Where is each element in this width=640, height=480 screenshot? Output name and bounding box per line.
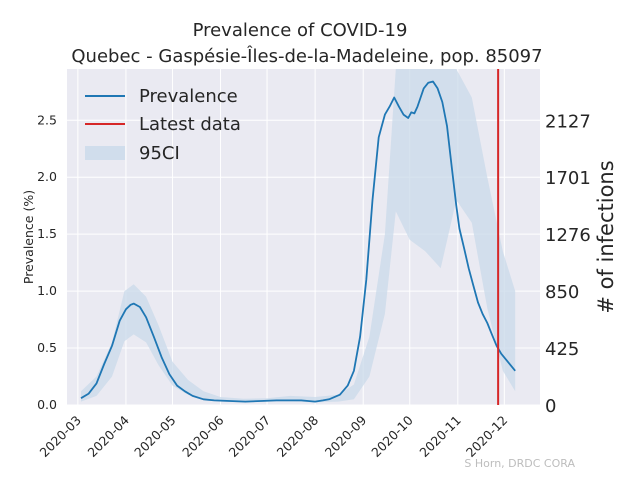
x-tick-label: 2020-09 — [322, 412, 370, 460]
legend: Prevalence Latest data 95CI — [85, 86, 241, 164]
x-tick-label: 2020-05 — [131, 413, 179, 461]
x-tick-label: 2020-03 — [36, 413, 84, 461]
x-tick-labels: 2020-03 2020-04 2020-05 2020-06 2020-07 2020-… — [36, 412, 510, 460]
legend-latest-label: Latest data — [139, 114, 241, 135]
legend-ci-label: 95CI — [139, 143, 180, 164]
grid-lines — [67, 69, 540, 406]
y2-tick-label: 850 — [545, 282, 579, 303]
legend-prevalence-label: Prevalence — [139, 86, 238, 107]
credit-text: S Horn, DRDC CORA — [464, 457, 575, 470]
y2-tick-label: 2127 — [545, 111, 591, 132]
y-tick-label: 1.5 — [37, 226, 57, 241]
y-tick-label: 1.0 — [37, 283, 57, 298]
y-tick-label: 2.0 — [37, 169, 57, 184]
x-tick-label: 2020-11 — [416, 413, 464, 461]
x-tick-label: 2020-07 — [226, 413, 274, 461]
prevalence-line-layer — [80, 80, 516, 403]
y2-tick-label: 0 — [545, 396, 556, 417]
y-tick-label: 2.5 — [37, 112, 57, 127]
y-tick-labels: 0.0 0.5 1.0 1.5 2.0 2.5 — [37, 112, 57, 412]
y-tick-label: 0.5 — [37, 340, 57, 355]
chart-subtitle: Quebec - Gaspésie-Îles-de-la-Madeleine, … — [71, 45, 542, 67]
legend-ci-swatch — [85, 146, 125, 160]
x-tick-label: 2020-12 — [463, 413, 511, 461]
y2-tick-label: 1276 — [545, 225, 591, 246]
ci-band — [81, 69, 516, 403]
x-tick-label: 2020-08 — [274, 412, 322, 460]
y2-tick-label: 425 — [545, 339, 579, 360]
x-tick-label: 2020-10 — [368, 412, 416, 460]
x-tick-label: 2020-06 — [179, 412, 227, 460]
y2-axis-label: # of infections — [594, 160, 618, 313]
y-tick-label: 0.0 — [37, 397, 57, 412]
y2-tick-label: 1701 — [545, 168, 591, 189]
x-tick-label: 2020-04 — [84, 412, 132, 460]
prevalence-line — [80, 80, 516, 403]
y2-tick-labels: 0 425 850 1276 1701 2127 — [545, 111, 591, 417]
ci-band-layer — [81, 69, 516, 403]
chart-title: Prevalence of COVID-19 — [193, 20, 408, 41]
y-axis-label: Prevalence (%) — [21, 190, 36, 284]
